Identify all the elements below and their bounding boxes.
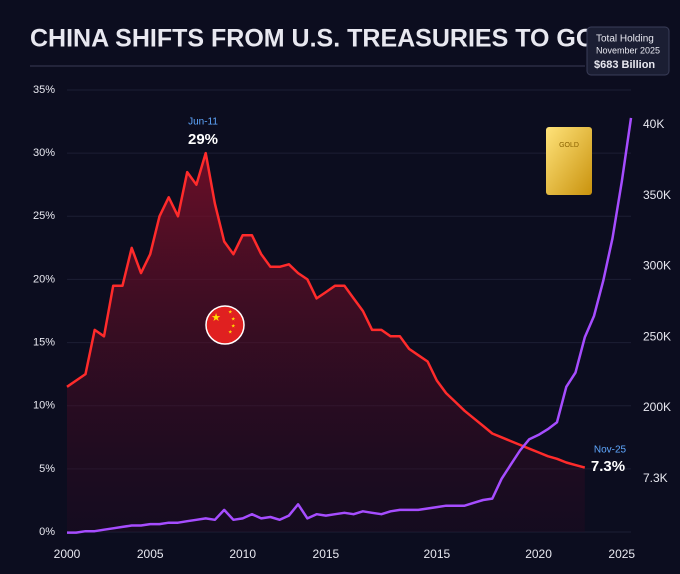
y-tick-label: 25% [33, 210, 55, 222]
annotation: 29% [188, 131, 218, 148]
y-tick-label: 0% [39, 526, 55, 538]
y-tick-label: 35% [33, 84, 55, 96]
x-tick-label: 2015 [313, 547, 340, 561]
info-label: Total Holding [596, 34, 654, 45]
y-tick-label: 20% [33, 273, 55, 285]
annotation: Nov-25 [594, 445, 627, 456]
chart-title: CHINA SHIFTS FROM U.S. TREASURIES TO GOL… [30, 25, 629, 53]
info-date: November 2025 [596, 45, 660, 55]
y-tick-label: 30% [33, 147, 55, 159]
line [66, 151, 586, 469]
y-tick-label: 15% [33, 336, 55, 348]
y2-tick-label: 300K [643, 259, 671, 273]
y2-tick-label: 350K [643, 188, 671, 202]
china-flag-icon: ★ ★★★★ [205, 305, 245, 345]
x-tick-label: 2020 [525, 547, 552, 561]
y-tick-label: 10% [33, 400, 55, 412]
svg-text:★: ★ [231, 323, 236, 329]
y2-tick-label: 7.3K [643, 471, 668, 485]
info-value: $683 Billion [594, 59, 655, 71]
info-box [586, 26, 670, 76]
area [67, 153, 585, 532]
x-tick-label: 2000 [54, 547, 81, 561]
y2-tick-label: 200K [643, 400, 671, 414]
svg-text:★: ★ [231, 316, 236, 322]
x-tick-label: 2015 [423, 547, 450, 561]
svg-text:★: ★ [228, 309, 233, 315]
svg-text:★: ★ [228, 329, 233, 335]
line [67, 117, 633, 534]
y2-tick-label: 250K [643, 329, 671, 343]
x-tick-label: 2025 [608, 547, 635, 561]
svg-text:GOLD: GOLD [559, 142, 579, 149]
y2-tick-label: 40K [643, 117, 664, 131]
x-tick-label: 2005 [137, 547, 164, 561]
y-tick-label: 5% [39, 463, 55, 475]
annotation: Jun-11 [188, 117, 218, 128]
gold-bar-icon: GOLD [546, 127, 592, 195]
annotation: 7.3% [591, 458, 625, 475]
x-tick-label: 2010 [229, 547, 256, 561]
svg-text:★: ★ [211, 312, 221, 324]
